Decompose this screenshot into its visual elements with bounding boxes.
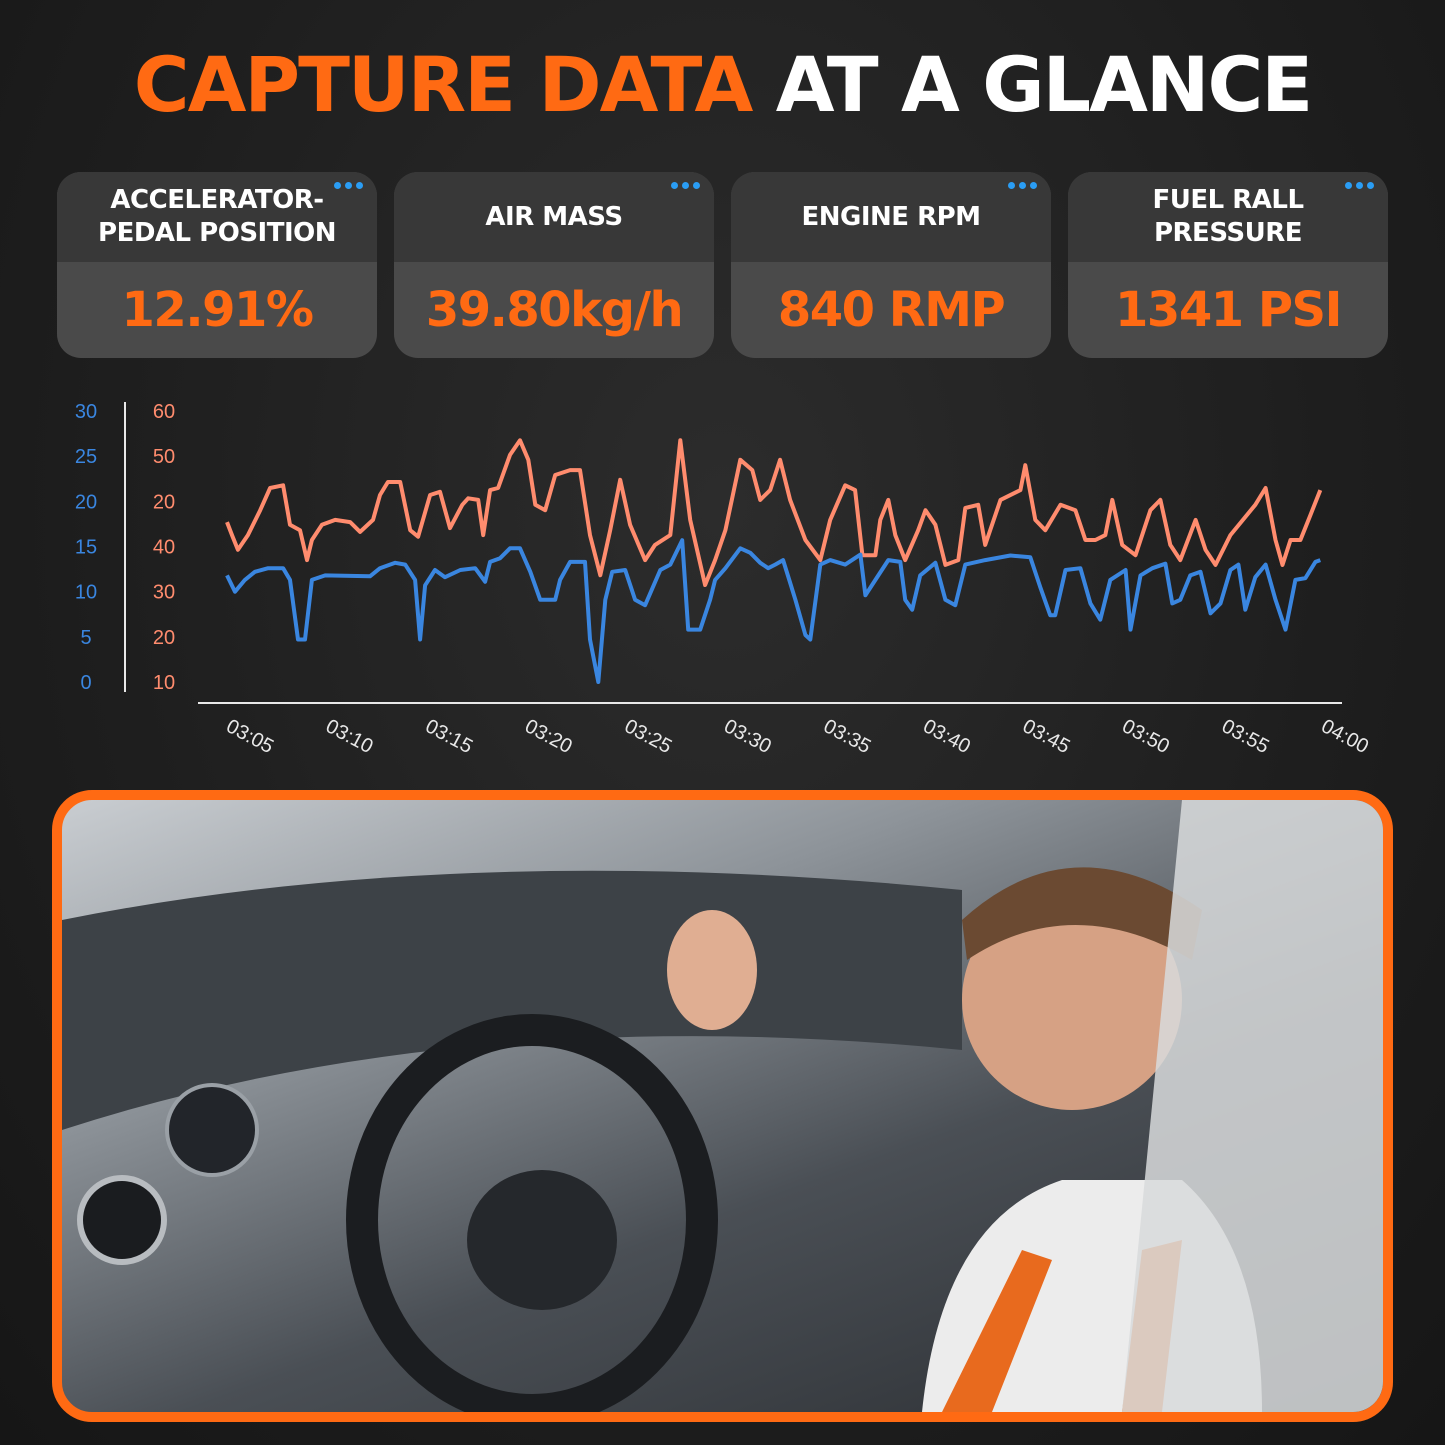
- y-right-tick-label: 20: [153, 627, 175, 649]
- steering-hub: [467, 1170, 617, 1310]
- x-tick-label: 03:35: [820, 715, 875, 758]
- x-tick-label: 03:25: [621, 715, 676, 758]
- card-label: AIR MASS: [394, 172, 714, 262]
- y-right-tick-label: 60: [153, 401, 175, 423]
- y-left-tick-label: 0: [80, 672, 91, 694]
- driver-hair: [962, 867, 1202, 960]
- more-dots-icon[interactable]: [1345, 182, 1374, 189]
- gauge: [165, 1083, 259, 1177]
- card-fuel-rail-pressure: FUEL RALL PRESSURE 1341 PSI: [1068, 172, 1388, 358]
- y-right-tick-label: 10: [153, 672, 175, 694]
- x-tick-label: 03:15: [422, 715, 477, 758]
- x-tick-label: 03:30: [720, 715, 775, 758]
- more-dots-icon[interactable]: [1008, 182, 1037, 189]
- y-right-tick-label: 50: [153, 446, 175, 468]
- y-left-tick-label: 20: [75, 491, 97, 513]
- thumbs-up-hand: [667, 910, 757, 1030]
- driver-face: [962, 890, 1182, 1110]
- x-tick-label: 03:10: [322, 715, 377, 758]
- x-tick-label: 03:55: [1218, 715, 1273, 758]
- y-left-tick-label: 5: [80, 627, 91, 649]
- x-tick-label: 03:05: [223, 715, 278, 758]
- y-left-tick-label: 25: [75, 446, 97, 468]
- series-line-blue: [225, 538, 1321, 684]
- series-line-orange: [225, 438, 1323, 587]
- x-tick-label: 03:20: [521, 715, 576, 758]
- y-right-tick-label: 40: [153, 537, 175, 559]
- card-air-mass: AIR MASS 39.80kg/h: [394, 172, 714, 358]
- page-title: CAPTURE DATA AT A GLANCE: [0, 40, 1445, 129]
- overalls-straps: [942, 1240, 1182, 1412]
- x-tick-label: 03:40: [919, 715, 974, 758]
- card-engine-rpm: ENGINE RPM 840 RMP: [731, 172, 1051, 358]
- card-label: ACCELERATOR- PEDAL POSITION: [57, 172, 377, 262]
- title-highlight: CAPTURE DATA: [133, 40, 754, 129]
- y-right-tick-label: 20: [153, 491, 175, 513]
- card-label: FUEL RALL PRESSURE: [1068, 172, 1388, 262]
- title-rest: AT A GLANCE: [775, 40, 1313, 129]
- photo-illustration: [62, 800, 1383, 1412]
- more-dots-icon[interactable]: [671, 182, 700, 189]
- card-value: 12.91%: [121, 282, 314, 338]
- card-accelerator-pedal-position: ACCELERATOR- PEDAL POSITION 12.91%: [57, 172, 377, 358]
- card-value: 39.80kg/h: [425, 282, 684, 338]
- y-left-tick-label: 30: [75, 401, 97, 423]
- y-left-tick-label: 10: [75, 582, 97, 604]
- card-value: 840 RMP: [777, 282, 1006, 338]
- car-door-frame: [1122, 800, 1383, 1412]
- x-tick-label: 03:50: [1118, 715, 1173, 758]
- driver-photo: [52, 790, 1393, 1422]
- x-tick-label: 03:45: [1019, 715, 1074, 758]
- x-tick-label: 04:00: [1318, 715, 1373, 758]
- steering-wheel: [346, 1014, 718, 1412]
- card-value: 1341 PSI: [1115, 282, 1342, 338]
- y-right-tick-label: 30: [153, 582, 175, 604]
- more-dots-icon[interactable]: [334, 182, 363, 189]
- air-vent: [77, 1175, 167, 1265]
- card-label: ENGINE RPM: [731, 172, 1051, 262]
- y-left-tick-label: 15: [75, 537, 97, 559]
